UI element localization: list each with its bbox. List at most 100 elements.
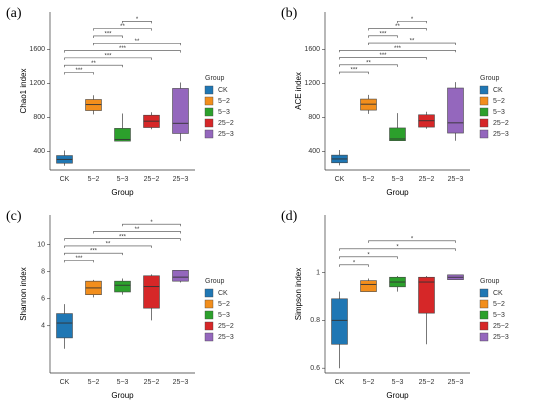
x-tick-label: 5−3 [392, 379, 404, 386]
x-tick-label: 25−2 [419, 379, 435, 386]
x-axis-label: Group [386, 188, 409, 197]
significance-label: *** [75, 68, 83, 74]
significance-label: ** [135, 227, 140, 233]
panel-title: (b) [281, 6, 298, 21]
significance-bracket [368, 240, 456, 243]
legend-swatch [479, 321, 489, 331]
significance-bracket [64, 260, 94, 263]
legend-swatch [204, 118, 214, 128]
legend-label: 25−3 [218, 334, 234, 341]
legend-label: CK [493, 87, 503, 94]
significance-bracket [368, 42, 456, 46]
y-axis-label: Chao1 index [19, 69, 28, 114]
panel-title: (c) [6, 209, 22, 224]
y-tick-label: 1600 [29, 46, 45, 53]
significance-label: * [411, 17, 414, 23]
x-tick-label: 25−2 [144, 176, 160, 183]
significance-bracket [397, 20, 427, 24]
x-tick-label: 5−2 [363, 379, 375, 386]
significance-label: *** [379, 31, 387, 37]
box [360, 280, 377, 292]
x-tick-label: 25−3 [448, 379, 464, 386]
legend-label: 5−3 [493, 109, 505, 116]
box [114, 128, 131, 142]
legend-swatch [479, 107, 489, 117]
x-tick-label: CK [335, 379, 345, 386]
legend-title: Group [480, 278, 500, 285]
legend-swatch [204, 107, 214, 117]
y-tick-label: 8 [41, 269, 45, 276]
significance-label: *** [104, 53, 112, 59]
legend-label: 5−3 [218, 312, 230, 319]
legend-label: 25−3 [218, 131, 234, 138]
significance-label: *** [90, 249, 98, 255]
legend-swatch [479, 96, 489, 106]
significance-label: ** [135, 39, 140, 45]
box [447, 87, 464, 134]
significance-bracket [93, 42, 181, 46]
y-tick-label: 800 [33, 114, 45, 121]
legend-swatch [204, 321, 214, 331]
significance-label: * [396, 244, 399, 250]
significance-bracket [64, 245, 152, 248]
x-tick-label: 5−2 [88, 379, 100, 386]
y-tick-label: 6 [41, 296, 45, 303]
legend-label: CK [218, 87, 228, 94]
y-tick-label: 400 [308, 148, 320, 155]
significance-bracket [93, 35, 123, 38]
legend-label: 25−2 [218, 323, 234, 330]
significance-label: * [367, 252, 370, 258]
legend-swatch [204, 85, 214, 95]
significance-bracket [64, 57, 152, 60]
significance-bracket [339, 256, 398, 259]
box [331, 298, 348, 345]
legend-title: Group [205, 278, 225, 285]
legend-label: 5−3 [493, 312, 505, 319]
y-tick-label: 0.8 [310, 317, 320, 324]
legend-swatch [479, 332, 489, 342]
significance-bracket [64, 64, 123, 68]
significance-bracket [339, 71, 369, 75]
x-axis-label: Group [386, 391, 409, 400]
significance-bracket [339, 57, 427, 60]
significance-bracket [339, 248, 456, 251]
legend-swatch [479, 129, 489, 139]
x-axis-label: Group [111, 391, 134, 400]
legend-swatch [204, 129, 214, 139]
legend-swatch [204, 310, 214, 320]
significance-label: *** [379, 53, 387, 59]
y-tick-label: 10 [37, 242, 45, 249]
y-axis-label: ACE index [294, 72, 303, 110]
x-tick-label: CK [60, 379, 70, 386]
significance-label: *** [119, 234, 127, 240]
legend-swatch [204, 332, 214, 342]
legend-swatch [479, 299, 489, 309]
legend-label: 5−2 [218, 98, 230, 105]
significance-label: * [150, 220, 153, 226]
significance-label: ** [410, 39, 415, 45]
panel: (c) Shannon index Group 4 6 8 10 CK 5−2 5−3 25−2 25… [6, 209, 234, 400]
x-axis-label: Group [111, 188, 134, 197]
x-tick-label: 25−2 [144, 379, 160, 386]
significance-bracket [368, 35, 398, 38]
significance-bracket [64, 252, 123, 256]
legend-title: Group [205, 75, 225, 82]
x-tick-label: 5−3 [392, 176, 404, 183]
x-tick-label: 25−3 [448, 176, 464, 183]
y-axis-label: Simpson index [294, 268, 303, 320]
significance-label: ** [366, 60, 371, 66]
y-tick-label: 1200 [304, 80, 320, 87]
x-tick-label: CK [335, 176, 345, 183]
significance-label: *** [394, 46, 402, 52]
x-tick-label: 5−3 [117, 379, 129, 386]
y-tick-label: 1200 [29, 80, 45, 87]
significance-bracket [93, 231, 181, 234]
significance-label: *** [350, 68, 358, 74]
y-tick-label: 400 [33, 148, 45, 155]
box [56, 313, 73, 339]
legend-swatch [479, 310, 489, 320]
box [172, 270, 189, 282]
significance-bracket [64, 50, 181, 53]
